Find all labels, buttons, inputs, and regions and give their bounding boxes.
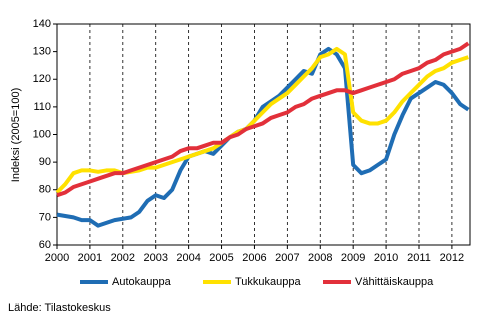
source: Lähde: Tilastokeskus <box>8 302 111 314</box>
y-tick-label: 90 <box>39 156 51 168</box>
x-tick-label: 2001 <box>78 252 102 264</box>
x-tick-label: 2000 <box>45 252 69 264</box>
x-tick-label: 2012 <box>440 252 464 264</box>
x-tick-label: 2009 <box>341 252 365 264</box>
x-tick-label: 2006 <box>242 252 266 264</box>
x-tick-label: 2003 <box>143 252 167 264</box>
x-tick-label: 2008 <box>308 252 332 264</box>
y-tick-label: 80 <box>39 184 51 196</box>
legend-label: Vähittäiskauppa <box>355 276 434 288</box>
y-tick-label: 120 <box>33 73 51 85</box>
y-axis-label: Indeksi (2005=100) <box>10 88 22 182</box>
y-tick-label: 130 <box>33 46 51 58</box>
x-tick-label: 2010 <box>374 252 398 264</box>
y-tick-label: 110 <box>33 101 51 113</box>
x-tick-label: 2005 <box>209 252 233 264</box>
x-tick-label: 2004 <box>176 252 200 264</box>
y-tick-label: 140 <box>33 18 51 30</box>
x-tick-label: 2011 <box>407 252 431 264</box>
legend-label: Autokauppa <box>112 276 172 288</box>
legend-label: Tukkukauppa <box>235 276 302 288</box>
x-tick-label: 2007 <box>275 252 299 264</box>
x-tick-label: 2002 <box>111 252 135 264</box>
y-tick-label: 100 <box>33 128 51 140</box>
y-tick-label: 70 <box>39 211 51 223</box>
plot-frame <box>56 23 471 246</box>
data-line <box>56 46 470 228</box>
data-line <box>56 41 470 198</box>
y-tick-label: 60 <box>39 239 51 251</box>
